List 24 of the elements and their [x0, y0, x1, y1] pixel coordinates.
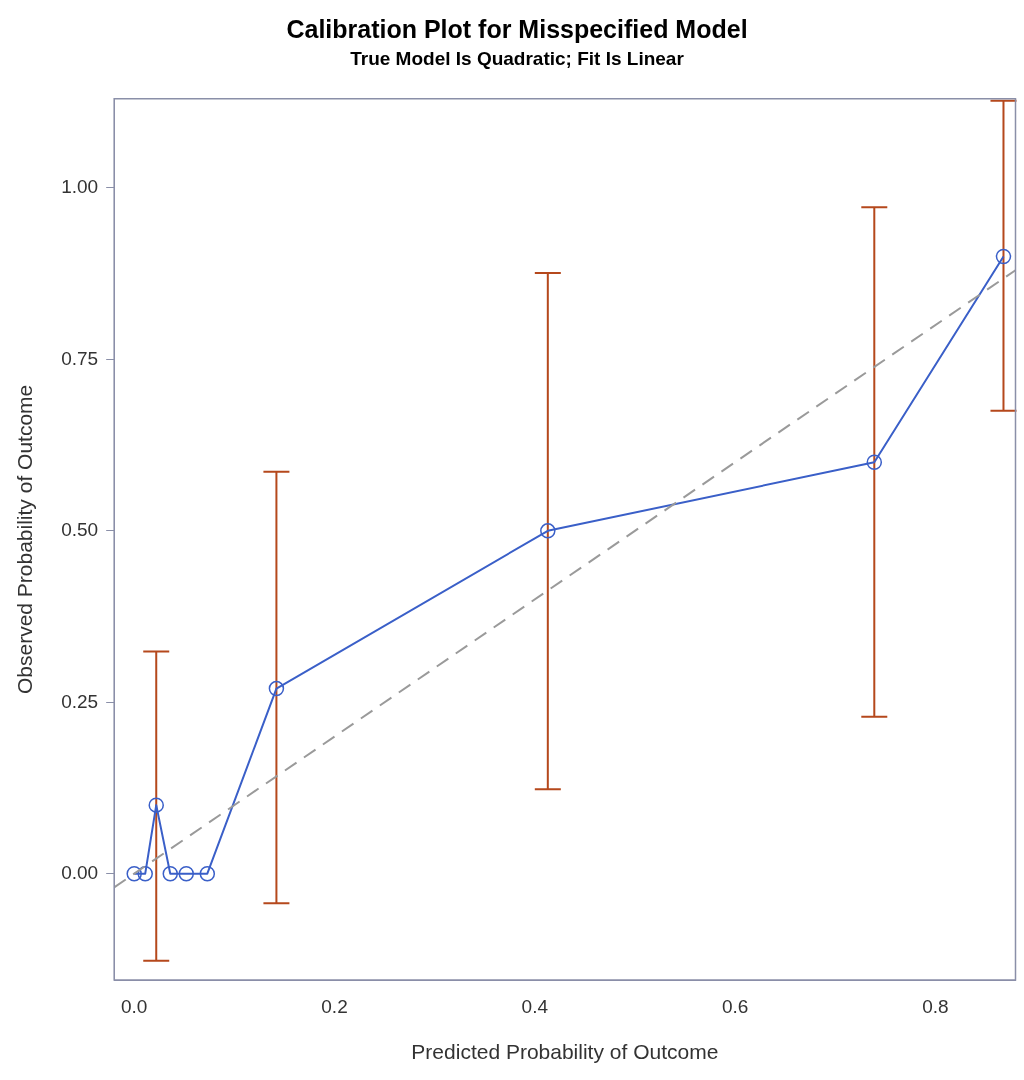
chart-subtitle: True Model Is Quadratic; Fit Is Linear: [350, 47, 685, 69]
point: [866, 454, 883, 470]
chart-title: Calibration Plot for Misspecified Model: [286, 14, 748, 43]
y-axis-title: Observed Probability of Outcome: [13, 384, 37, 695]
point: [268, 680, 285, 697]
point: [178, 865, 195, 882]
y-tick-label: 0.75: [61, 347, 99, 369]
y-tick-label: 1.00: [61, 176, 99, 198]
point: [137, 865, 153, 882]
point: [995, 248, 1012, 265]
point: [540, 523, 556, 539]
point: [162, 865, 179, 882]
x-tick-label: 0.2: [321, 995, 348, 1017]
y-tick-label: 0.00: [61, 861, 99, 883]
x-tick-label: 0.6: [721, 995, 749, 1017]
point: [199, 865, 216, 882]
point: [148, 797, 164, 813]
x-tick-label: 0.0: [121, 995, 148, 1017]
point: [126, 865, 142, 882]
y-tick-label: 0.25: [61, 690, 99, 712]
y-tick-label: 0.50: [61, 519, 99, 541]
x-tick-label: 0.8: [922, 995, 949, 1017]
x-axis-title: Predicted Probability of Outcome: [411, 1040, 719, 1064]
x-tick-label: 0.4: [521, 995, 549, 1017]
